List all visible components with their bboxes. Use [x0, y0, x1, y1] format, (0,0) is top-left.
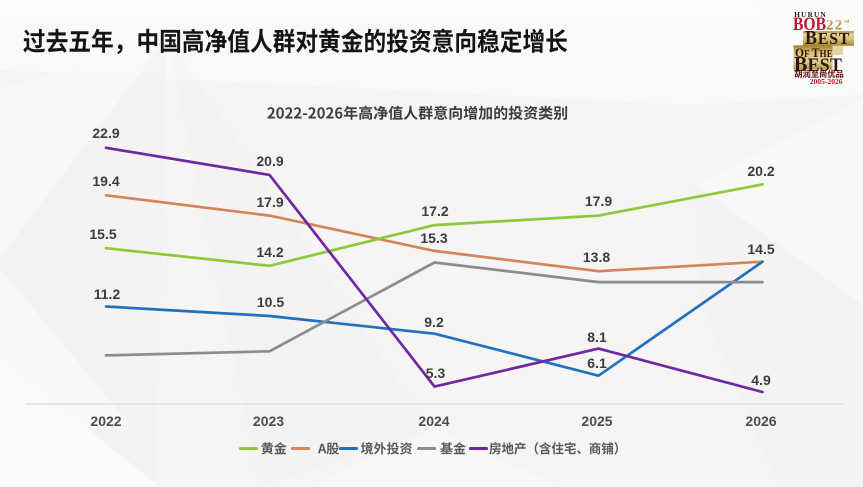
svg-text:22: 22 — [826, 18, 843, 34]
svg-text:nd: nd — [844, 18, 850, 23]
